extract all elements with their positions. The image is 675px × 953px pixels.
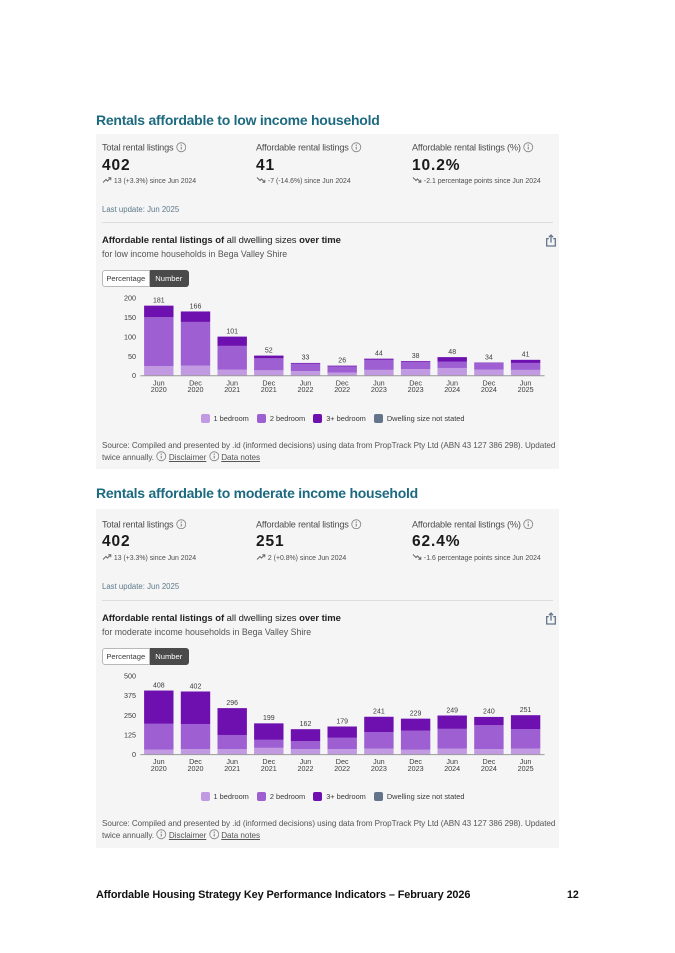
svg-text:249: 249: [446, 707, 458, 714]
svg-text:41: 41: [522, 352, 530, 359]
svg-text:Jun: Jun: [520, 378, 532, 387]
svg-text:241: 241: [373, 709, 385, 716]
svg-text:Dec: Dec: [483, 378, 496, 387]
svg-text:44: 44: [375, 351, 383, 358]
svg-text:38: 38: [412, 353, 420, 360]
svg-text:250: 250: [124, 711, 136, 720]
svg-text:Jun: Jun: [373, 757, 385, 766]
svg-text:50: 50: [128, 352, 136, 361]
svg-text:Jun: Jun: [153, 378, 165, 387]
svg-text:2020: 2020: [188, 385, 204, 394]
svg-text:251: 251: [520, 707, 532, 714]
svg-text:0: 0: [132, 371, 136, 380]
svg-text:Jun: Jun: [446, 378, 458, 387]
svg-text:229: 229: [410, 710, 422, 717]
svg-text:2021: 2021: [261, 764, 277, 773]
svg-text:2023: 2023: [408, 385, 424, 394]
svg-text:150: 150: [124, 313, 136, 322]
svg-text:2024: 2024: [444, 385, 460, 394]
svg-text:Jun: Jun: [226, 757, 238, 766]
svg-text:179: 179: [336, 718, 348, 725]
svg-text:Jun: Jun: [153, 757, 165, 766]
svg-text:2020: 2020: [151, 764, 167, 773]
svg-text:162: 162: [300, 721, 312, 728]
svg-text:Jun: Jun: [373, 378, 385, 387]
svg-text:100: 100: [124, 332, 136, 341]
svg-text:Dec: Dec: [409, 378, 422, 387]
svg-text:Dec: Dec: [409, 757, 422, 766]
svg-text:Jun: Jun: [300, 378, 312, 387]
svg-text:Dec: Dec: [262, 378, 275, 387]
svg-text:181: 181: [153, 298, 165, 305]
svg-text:Jun: Jun: [520, 757, 532, 766]
svg-text:Dec: Dec: [336, 757, 349, 766]
svg-text:402: 402: [190, 683, 202, 690]
svg-text:Jun: Jun: [446, 757, 458, 766]
svg-text:Dec: Dec: [262, 757, 275, 766]
svg-text:2025: 2025: [518, 764, 534, 773]
svg-text:2021: 2021: [224, 764, 240, 773]
svg-text:296: 296: [226, 700, 238, 707]
svg-text:Dec: Dec: [336, 378, 349, 387]
svg-text:408: 408: [153, 682, 165, 689]
svg-text:2025: 2025: [518, 385, 534, 394]
svg-text:2022: 2022: [298, 764, 314, 773]
svg-text:48: 48: [448, 349, 456, 356]
svg-text:Jun: Jun: [300, 757, 312, 766]
svg-text:33: 33: [302, 355, 310, 362]
svg-text:52: 52: [265, 347, 273, 354]
svg-text:2023: 2023: [408, 764, 424, 773]
svg-text:101: 101: [226, 328, 238, 335]
svg-text:Jun: Jun: [226, 378, 238, 387]
svg-text:375: 375: [124, 691, 136, 700]
svg-text:2022: 2022: [334, 764, 350, 773]
svg-text:2024: 2024: [481, 385, 497, 394]
svg-text:2020: 2020: [151, 385, 167, 394]
svg-text:2022: 2022: [334, 385, 350, 394]
svg-text:166: 166: [190, 303, 202, 310]
svg-text:2021: 2021: [261, 385, 277, 394]
svg-text:34: 34: [485, 354, 493, 361]
svg-text:200: 200: [124, 294, 136, 303]
svg-text:Dec: Dec: [189, 378, 202, 387]
svg-text:Dec: Dec: [189, 757, 202, 766]
svg-text:125: 125: [124, 730, 136, 739]
svg-text:2022: 2022: [298, 385, 314, 394]
svg-text:26: 26: [338, 357, 346, 364]
svg-text:2021: 2021: [224, 385, 240, 394]
svg-text:Dec: Dec: [483, 757, 496, 766]
svg-text:2023: 2023: [371, 764, 387, 773]
svg-text:2020: 2020: [188, 764, 204, 773]
svg-text:240: 240: [483, 709, 495, 716]
svg-text:2024: 2024: [444, 764, 460, 773]
svg-text:2023: 2023: [371, 385, 387, 394]
svg-text:0: 0: [132, 750, 136, 759]
svg-text:199: 199: [263, 715, 275, 722]
svg-text:500: 500: [124, 672, 136, 681]
svg-text:2024: 2024: [481, 764, 497, 773]
